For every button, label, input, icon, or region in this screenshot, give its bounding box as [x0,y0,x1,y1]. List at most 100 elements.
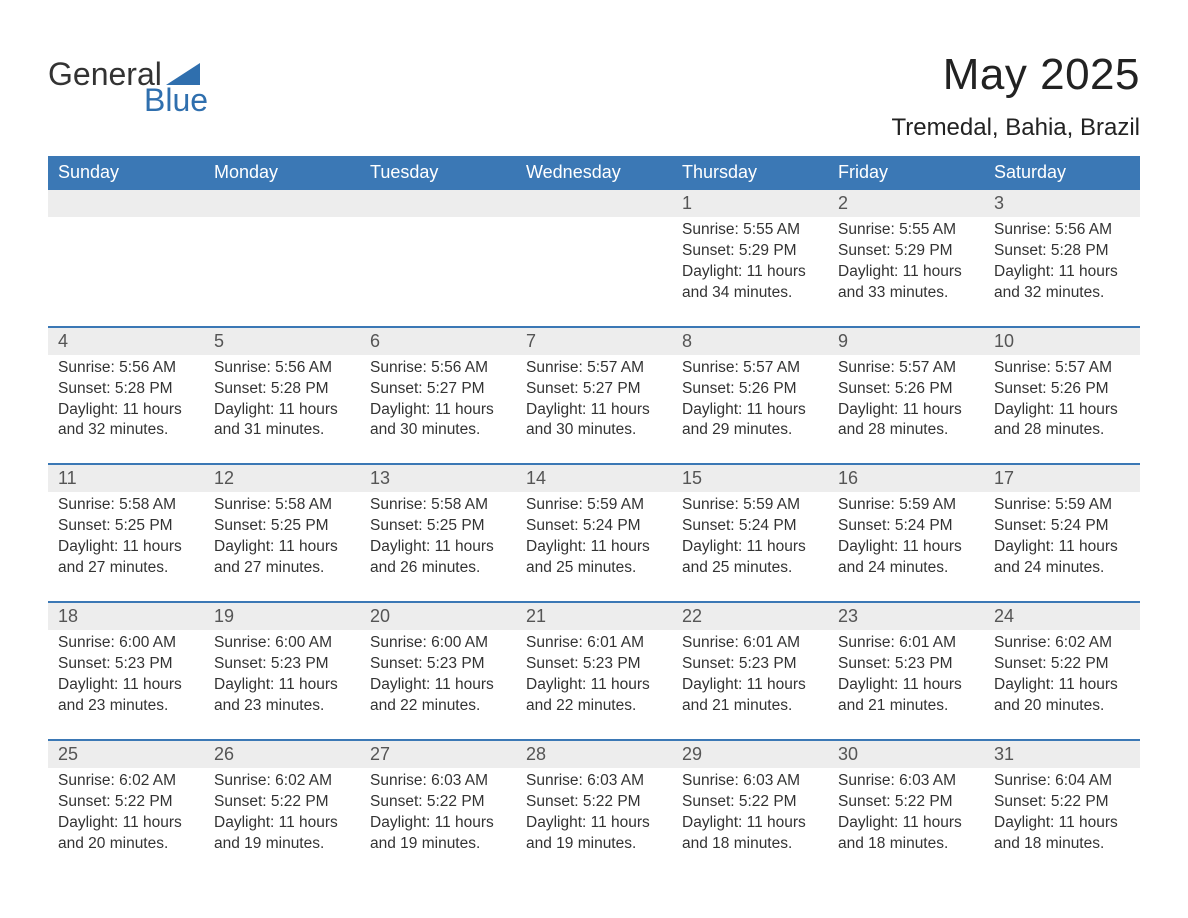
sunrise-line: Sunrise: 6:02 AM [994,633,1130,654]
sunset-line: Sunset: 5:25 PM [214,516,350,537]
weekday-header: Sunday [48,156,204,190]
day-number: 23 [828,603,984,630]
sunrise-line: Sunrise: 5:56 AM [370,358,506,379]
day-number [360,190,516,217]
day-cell: Sunrise: 6:00 AMSunset: 5:23 PMDaylight:… [204,630,360,739]
sunrise-line: Sunrise: 5:58 AM [58,495,194,516]
sunset-line: Sunset: 5:28 PM [214,379,350,400]
daynum-row: 123 [48,190,1140,217]
sunrise-line: Sunrise: 6:02 AM [58,771,194,792]
day-number: 31 [984,741,1140,768]
day-cell: Sunrise: 5:56 AMSunset: 5:28 PMDaylight:… [204,355,360,464]
sunrise-line: Sunrise: 5:59 AM [994,495,1130,516]
day-cell: Sunrise: 5:59 AMSunset: 5:24 PMDaylight:… [828,492,984,601]
sunset-line: Sunset: 5:27 PM [526,379,662,400]
logo: General Blue [48,50,208,116]
day-number [48,190,204,217]
daycontent-row: Sunrise: 5:56 AMSunset: 5:28 PMDaylight:… [48,355,1140,464]
day-cell: Sunrise: 5:56 AMSunset: 5:28 PMDaylight:… [984,217,1140,326]
sunset-line: Sunset: 5:24 PM [994,516,1130,537]
weekday-header: Friday [828,156,984,190]
daylight-line-1: Daylight: 11 hours [838,537,974,558]
sunset-line: Sunset: 5:24 PM [838,516,974,537]
day-cell [360,217,516,326]
sunset-line: Sunset: 5:26 PM [682,379,818,400]
day-number: 12 [204,465,360,492]
sunrise-line: Sunrise: 6:03 AM [370,771,506,792]
daylight-line-1: Daylight: 11 hours [370,537,506,558]
daylight-line-2: and 29 minutes. [682,420,818,441]
daylight-line-2: and 32 minutes. [58,420,194,441]
daylight-line-1: Daylight: 11 hours [58,675,194,696]
day-cell: Sunrise: 5:55 AMSunset: 5:29 PMDaylight:… [672,217,828,326]
daylight-line-2: and 18 minutes. [682,834,818,855]
day-cell [48,217,204,326]
sunrise-line: Sunrise: 5:57 AM [994,358,1130,379]
day-cell: Sunrise: 5:56 AMSunset: 5:28 PMDaylight:… [48,355,204,464]
day-cell: Sunrise: 5:57 AMSunset: 5:26 PMDaylight:… [828,355,984,464]
sunrise-line: Sunrise: 6:00 AM [370,633,506,654]
sunset-line: Sunset: 5:22 PM [994,792,1130,813]
day-cell: Sunrise: 6:03 AMSunset: 5:22 PMDaylight:… [828,768,984,859]
daylight-line-2: and 19 minutes. [526,834,662,855]
sunset-line: Sunset: 5:23 PM [682,654,818,675]
sunrise-line: Sunrise: 5:58 AM [214,495,350,516]
day-cell: Sunrise: 5:55 AMSunset: 5:29 PMDaylight:… [828,217,984,326]
sunrise-line: Sunrise: 5:57 AM [682,358,818,379]
day-cell: Sunrise: 6:00 AMSunset: 5:23 PMDaylight:… [360,630,516,739]
page-location: Tremedal, Bahia, Brazil [891,114,1140,142]
header: General Blue May 2025 Tremedal, Bahia, B… [48,50,1140,142]
daylight-line-1: Daylight: 11 hours [370,813,506,834]
sunrise-line: Sunrise: 5:59 AM [682,495,818,516]
daylight-line-2: and 23 minutes. [214,696,350,717]
sunrise-line: Sunrise: 5:56 AM [214,358,350,379]
day-cell: Sunrise: 5:57 AMSunset: 5:27 PMDaylight:… [516,355,672,464]
sunset-line: Sunset: 5:23 PM [58,654,194,675]
sunrise-line: Sunrise: 5:57 AM [526,358,662,379]
sunrise-line: Sunrise: 5:59 AM [838,495,974,516]
sunrise-line: Sunrise: 6:01 AM [682,633,818,654]
sunset-line: Sunset: 5:28 PM [994,241,1130,262]
week-block: 45678910Sunrise: 5:56 AMSunset: 5:28 PMD… [48,326,1140,464]
daylight-line-1: Daylight: 11 hours [994,400,1130,421]
week-block: 11121314151617Sunrise: 5:58 AMSunset: 5:… [48,463,1140,601]
day-number [516,190,672,217]
day-number: 20 [360,603,516,630]
day-number: 2 [828,190,984,217]
daylight-line-1: Daylight: 11 hours [526,537,662,558]
day-number: 22 [672,603,828,630]
sunrise-line: Sunrise: 6:03 AM [526,771,662,792]
sunset-line: Sunset: 5:23 PM [214,654,350,675]
day-cell: Sunrise: 5:59 AMSunset: 5:24 PMDaylight:… [984,492,1140,601]
daylight-line-1: Daylight: 11 hours [682,813,818,834]
daylight-line-1: Daylight: 11 hours [214,400,350,421]
day-number: 25 [48,741,204,768]
daylight-line-1: Daylight: 11 hours [994,813,1130,834]
day-number: 15 [672,465,828,492]
daynum-row: 25262728293031 [48,741,1140,768]
sunrise-line: Sunrise: 5:56 AM [994,220,1130,241]
day-number: 8 [672,328,828,355]
week-block: 18192021222324Sunrise: 6:00 AMSunset: 5:… [48,601,1140,739]
sunrise-line: Sunrise: 5:59 AM [526,495,662,516]
sunset-line: Sunset: 5:28 PM [58,379,194,400]
daylight-line-2: and 34 minutes. [682,283,818,304]
sunset-line: Sunset: 5:22 PM [526,792,662,813]
day-number: 26 [204,741,360,768]
daylight-line-1: Daylight: 11 hours [682,262,818,283]
daylight-line-2: and 21 minutes. [682,696,818,717]
daylight-line-1: Daylight: 11 hours [838,262,974,283]
day-cell: Sunrise: 5:58 AMSunset: 5:25 PMDaylight:… [360,492,516,601]
sunset-line: Sunset: 5:29 PM [682,241,818,262]
weekday-header-row: SundayMondayTuesdayWednesdayThursdayFrid… [48,156,1140,190]
daycontent-row: Sunrise: 6:02 AMSunset: 5:22 PMDaylight:… [48,768,1140,859]
daylight-line-2: and 30 minutes. [526,420,662,441]
daylight-line-2: and 25 minutes. [682,558,818,579]
daylight-line-1: Daylight: 11 hours [214,537,350,558]
daylight-line-1: Daylight: 11 hours [682,400,818,421]
daylight-line-2: and 25 minutes. [526,558,662,579]
daynum-row: 11121314151617 [48,465,1140,492]
day-cell: Sunrise: 5:56 AMSunset: 5:27 PMDaylight:… [360,355,516,464]
weekday-header: Wednesday [516,156,672,190]
sunrise-line: Sunrise: 6:00 AM [214,633,350,654]
